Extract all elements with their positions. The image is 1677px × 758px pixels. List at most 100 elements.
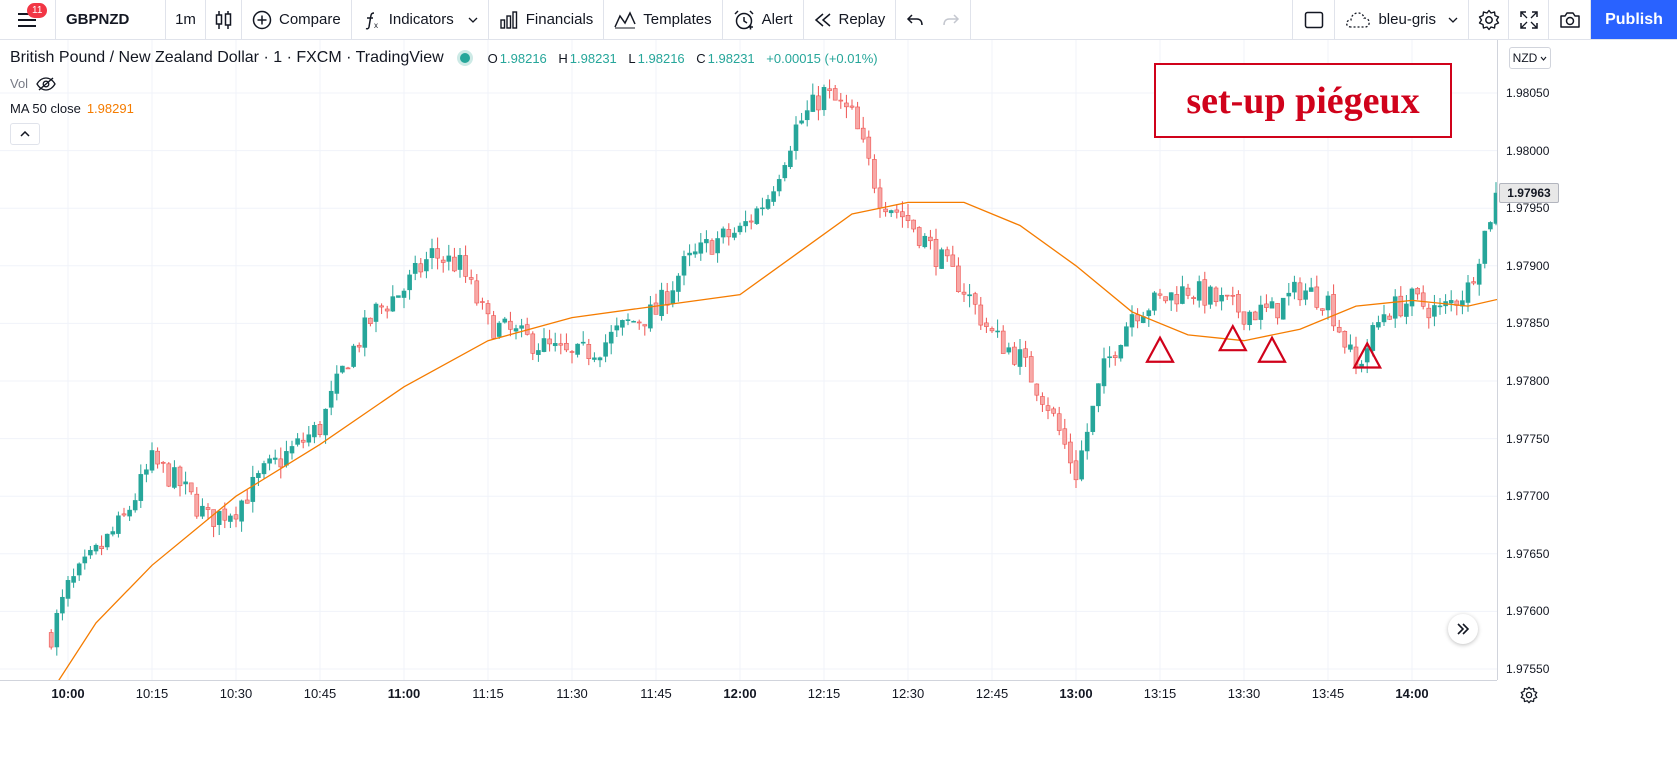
triangle-marker[interactable] bbox=[1257, 335, 1287, 363]
time-axis[interactable]: 10:00 10:15 10:30 10:45 11:00 11:15 11:30 11:45… bbox=[0, 680, 1497, 709]
symbol-title[interactable]: British Pound / New Zealand Dollar · 1 ·… bbox=[10, 49, 444, 66]
bar-chart-icon bbox=[500, 10, 517, 29]
eye-off-icon[interactable] bbox=[36, 76, 56, 91]
interval-button[interactable]: 1m bbox=[166, 0, 206, 39]
chart-type-button[interactable] bbox=[206, 0, 242, 39]
candle-body-down bbox=[894, 209, 900, 213]
candle bbox=[1247, 310, 1252, 331]
candle bbox=[1084, 423, 1090, 460]
undo-icon[interactable] bbox=[906, 13, 924, 27]
settings-button[interactable] bbox=[1469, 0, 1509, 39]
annotation-text-box[interactable]: set-up piégeux bbox=[1154, 63, 1452, 138]
candle-body-down bbox=[418, 263, 424, 273]
candle bbox=[922, 233, 928, 249]
candle bbox=[726, 223, 732, 246]
candle bbox=[340, 365, 345, 374]
ma-legend[interactable]: MA 50 close 1.98291 bbox=[10, 101, 134, 116]
candlestick-series bbox=[48, 79, 1497, 656]
candle bbox=[698, 233, 704, 261]
candle-body-up bbox=[390, 296, 396, 312]
symbol-search-button[interactable]: GBPNZD bbox=[56, 0, 166, 39]
candle-body-down bbox=[508, 320, 513, 330]
candle-body-up bbox=[250, 476, 256, 502]
fullscreen-button[interactable] bbox=[1509, 0, 1549, 39]
candle-body-up bbox=[676, 275, 681, 292]
candle-body-down bbox=[244, 499, 250, 504]
candle-body-down bbox=[1062, 428, 1068, 445]
cloud-icon bbox=[1346, 11, 1371, 28]
candle-body-up bbox=[1409, 288, 1415, 307]
volume-legend[interactable]: Vol bbox=[10, 76, 56, 91]
camera-icon bbox=[1559, 11, 1580, 28]
alert-button[interactable]: Alert bbox=[723, 0, 804, 39]
price-axis[interactable]: 1.98050 1.98000 1.97950 1.97900 1.97850 1.978… bbox=[1497, 40, 1568, 680]
replay-button[interactable]: Replay bbox=[804, 0, 897, 39]
candle bbox=[480, 297, 485, 310]
candle bbox=[256, 470, 261, 487]
triangle-marker[interactable] bbox=[1217, 323, 1248, 352]
candle bbox=[496, 321, 502, 339]
candle-body-down bbox=[1336, 326, 1342, 333]
candle-body-up bbox=[1370, 325, 1376, 351]
candle bbox=[172, 460, 177, 490]
candle-body-up bbox=[788, 150, 793, 168]
candle-body-down bbox=[844, 102, 849, 108]
axis-settings-button[interactable] bbox=[1518, 684, 1540, 706]
candle-body-up bbox=[1364, 348, 1370, 363]
volume-label: Vol bbox=[10, 76, 29, 91]
layout-menu-button[interactable]: bleu-gris bbox=[1335, 0, 1469, 39]
candle bbox=[205, 503, 211, 520]
snapshot-button[interactable] bbox=[1549, 0, 1591, 39]
fullscreen-layout-button[interactable] bbox=[1293, 0, 1336, 39]
close-key: C bbox=[696, 50, 706, 66]
candle bbox=[1269, 297, 1275, 309]
financials-button[interactable]: Financials bbox=[489, 0, 605, 39]
time-label: 10:30 bbox=[219, 686, 253, 701]
candle bbox=[177, 465, 183, 497]
candle-body-down bbox=[1415, 288, 1420, 295]
candle-body-up bbox=[1432, 305, 1437, 317]
candle-body-up bbox=[396, 295, 401, 298]
templates-button[interactable]: Templates bbox=[604, 0, 723, 39]
currency-selector[interactable]: NZD bbox=[1509, 47, 1551, 69]
candle-body-down bbox=[905, 215, 911, 221]
candle bbox=[855, 101, 860, 130]
candle bbox=[1409, 287, 1415, 316]
candle-body-up bbox=[821, 87, 827, 111]
candle-body-down bbox=[586, 344, 592, 359]
triangle-marker[interactable] bbox=[1145, 335, 1175, 363]
candle-body-down bbox=[491, 315, 496, 339]
candle-body-down bbox=[1135, 314, 1140, 322]
candle bbox=[54, 609, 60, 656]
candle-body-down bbox=[1241, 311, 1247, 325]
candle bbox=[1107, 346, 1112, 368]
triangle-marker[interactable] bbox=[1352, 341, 1383, 369]
alarm-clock-icon bbox=[734, 9, 754, 29]
change-value: +0.00015 (+0.01%) bbox=[766, 50, 878, 66]
time-label: 12:45 bbox=[975, 686, 1009, 701]
toolbar-spacer bbox=[971, 0, 1294, 39]
low-key: L bbox=[628, 50, 636, 66]
candle bbox=[916, 226, 922, 249]
redo-icon[interactable] bbox=[942, 13, 960, 27]
candle-body-up bbox=[496, 322, 502, 337]
compare-button[interactable]: Compare bbox=[242, 0, 352, 39]
candle-body-up bbox=[104, 533, 110, 548]
main-menu-button[interactable]: 11 bbox=[0, 0, 56, 39]
scroll-to-realtime-button[interactable] bbox=[1448, 614, 1478, 644]
candle bbox=[978, 296, 984, 330]
candle-body-up bbox=[1258, 304, 1264, 320]
candle bbox=[888, 209, 894, 218]
candle bbox=[1090, 405, 1096, 436]
candle bbox=[967, 284, 972, 308]
candle bbox=[407, 269, 412, 300]
candle bbox=[1331, 284, 1336, 332]
candle bbox=[446, 244, 452, 271]
indicators-button[interactable]: x Indicators bbox=[352, 0, 489, 39]
candles-icon bbox=[215, 10, 231, 29]
publish-button[interactable]: Publish bbox=[1591, 0, 1677, 39]
candle-body-up bbox=[172, 467, 177, 488]
collapse-legend-button[interactable] bbox=[10, 123, 40, 145]
candle-body-up bbox=[519, 325, 524, 329]
candle bbox=[1415, 287, 1420, 300]
